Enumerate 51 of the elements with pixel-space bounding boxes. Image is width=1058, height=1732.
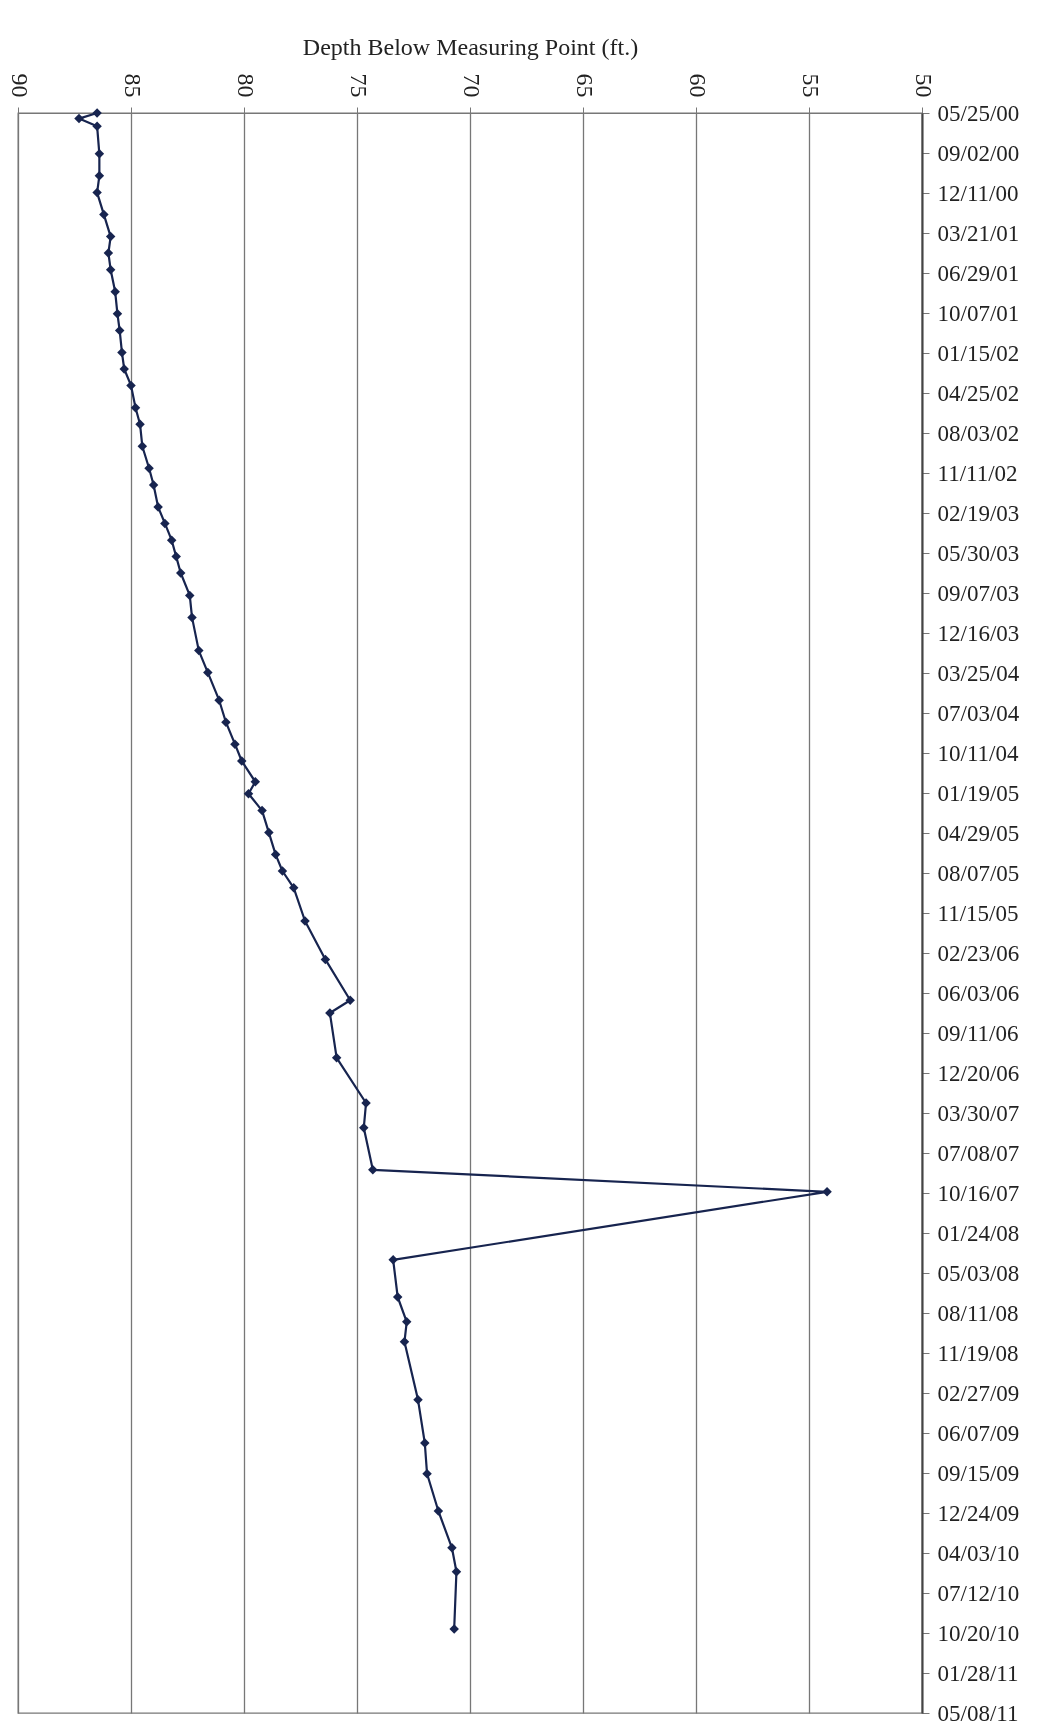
y-tick-label: 12/24/09 — [937, 1500, 1020, 1526]
y-tick-label: 09/02/00 — [937, 140, 1020, 166]
y-tick-label: 05/08/11 — [937, 1700, 1019, 1726]
y-tick-label: 03/21/01 — [937, 220, 1020, 246]
y-tick-label: 01/24/08 — [937, 1220, 1020, 1246]
y-tick-label: 08/03/02 — [937, 420, 1020, 446]
y-tick-label: 12/16/03 — [937, 620, 1020, 646]
x-tick-label: 90 — [6, 73, 33, 98]
y-tick-label: 07/12/10 — [937, 1580, 1020, 1606]
y-tick-label: 02/23/06 — [937, 940, 1020, 966]
y-tick-label: 06/29/01 — [937, 260, 1020, 286]
y-tick-label: 10/07/01 — [937, 300, 1020, 326]
x-tick-label: 50 — [910, 73, 937, 98]
y-tick-label: 04/25/02 — [937, 380, 1020, 406]
x-tick-label: 75 — [345, 73, 372, 98]
y-tick-label: 01/19/05 — [937, 780, 1020, 806]
y-tick-label: 11/11/02 — [937, 460, 1018, 486]
y-tick-label: 05/03/08 — [937, 1260, 1020, 1286]
y-tick-label: 06/07/09 — [937, 1420, 1020, 1446]
x-tick-label: 85 — [119, 73, 146, 98]
y-tick-label: 01/15/02 — [937, 340, 1020, 366]
y-tick-label: 10/16/07 — [937, 1180, 1020, 1206]
y-tick-label: 12/11/00 — [937, 180, 1019, 206]
x-axis-title: Depth Below Measuring Point (ft.) — [302, 33, 639, 60]
x-tick-label: 60 — [684, 73, 711, 98]
y-tick-label: 11/19/08 — [937, 1340, 1019, 1366]
y-tick-label: 03/30/07 — [937, 1100, 1020, 1126]
x-tick-label: 55 — [797, 73, 824, 98]
y-tick-label: 10/11/04 — [937, 740, 1019, 766]
y-tick-label: 01/28/11 — [937, 1660, 1019, 1686]
y-tick-label: 05/25/00 — [937, 100, 1020, 126]
y-tick-label: 04/29/05 — [937, 820, 1020, 846]
x-tick-label: 65 — [571, 73, 598, 98]
x-tick-label: 70 — [458, 73, 485, 98]
y-tick-label: 09/15/09 — [937, 1460, 1020, 1486]
y-tick-label: 08/11/08 — [937, 1300, 1019, 1326]
y-tick-label: 05/30/03 — [937, 540, 1020, 566]
y-tick-label: 08/07/05 — [937, 860, 1020, 886]
y-tick-label: 07/03/04 — [937, 700, 1020, 726]
y-tick-label: 02/19/03 — [937, 500, 1020, 526]
y-tick-label: 09/11/06 — [937, 1020, 1019, 1046]
y-tick-label: 09/07/03 — [937, 580, 1020, 606]
y-tick-label: 03/25/04 — [937, 660, 1020, 686]
x-tick-label: 80 — [232, 73, 259, 98]
y-tick-label: 06/03/06 — [937, 980, 1020, 1006]
y-tick-label: 04/03/10 — [937, 1540, 1020, 1566]
y-tick-label: 12/20/06 — [937, 1060, 1020, 1086]
y-tick-label: 02/27/09 — [937, 1380, 1020, 1406]
y-tick-label: 10/20/10 — [937, 1620, 1020, 1646]
y-tick-label: 07/08/07 — [937, 1140, 1020, 1166]
y-tick-label: 11/15/05 — [937, 900, 1019, 926]
